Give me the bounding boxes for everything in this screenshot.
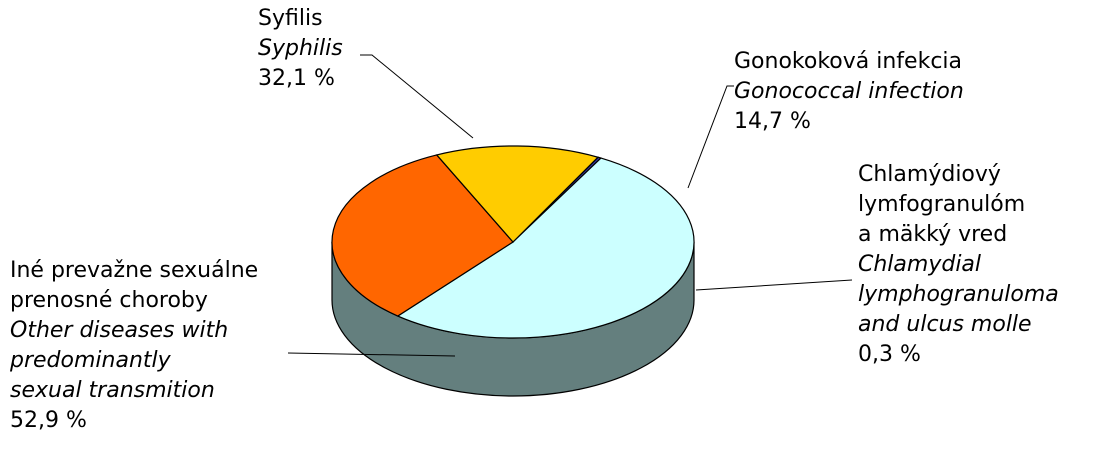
label-gonococcal: Gonokoková infekcia Gonococcal infection… — [734, 47, 964, 137]
label-chlamydial-en-3: and ulcus molle — [858, 312, 1032, 337]
label-other-diseases: Iné prevažne sexuálne prenosné choroby O… — [10, 256, 258, 436]
label-gonococcal-sk: Gonokoková infekcia — [734, 49, 963, 74]
label-chlamydial-sk-2: lymfogranulóm — [858, 192, 1026, 217]
label-other-sk-1: Iné prevažne sexuálne — [10, 258, 259, 283]
label-other-en-1: Other diseases with — [10, 318, 229, 343]
pie-slice-1 — [435, 145, 600, 243]
leader-line-gonococcal — [687, 85, 734, 189]
label-syphilis: Syfilis Syphilis 32,1 % — [258, 4, 343, 94]
pie-slice-0 — [331, 154, 514, 317]
label-chlamydial: Chlamýdiový lymfogranulóm a mäkký vred C… — [858, 160, 1059, 370]
label-syphilis-sk: Syfilis — [258, 6, 323, 31]
label-other-value: 52,9 % — [10, 408, 87, 433]
leader-line-other — [287, 352, 456, 357]
label-syphilis-en: Syphilis — [258, 36, 343, 61]
pie-slice-3 — [396, 157, 695, 339]
label-chlamydial-sk-3: a mäkký vred — [858, 222, 1008, 247]
leader-line-syphilis — [360, 54, 474, 139]
label-chlamydial-value: 0,3 % — [858, 342, 921, 367]
label-chlamydial-sk-1: Chlamýdiový — [858, 162, 1001, 187]
label-other-sk-2: prenosné choroby — [10, 288, 208, 313]
label-other-en-2: predominantly — [10, 348, 171, 373]
label-gonococcal-value: 14,7 % — [734, 109, 811, 134]
label-syphilis-value: 32,1 % — [258, 66, 335, 91]
label-chlamydial-en-2: lymphogranuloma — [858, 282, 1059, 307]
label-chlamydial-en-1: Chlamydial — [858, 252, 982, 277]
label-other-en-3: sexual transmition — [10, 378, 215, 403]
leader-line-chlamydial — [695, 279, 853, 291]
label-gonococcal-en: Gonococcal infection — [734, 79, 964, 104]
